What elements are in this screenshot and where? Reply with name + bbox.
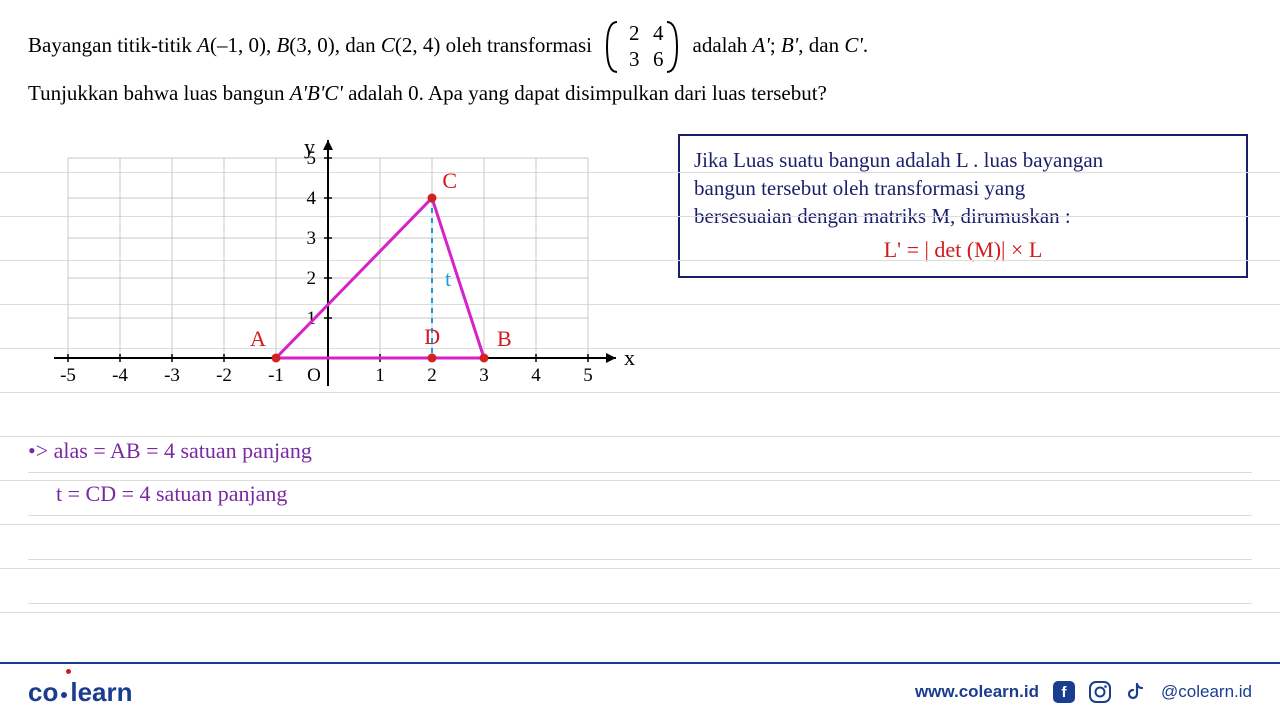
svg-text:2: 2 [427,365,437,386]
footer: colearn www.colearn.id f @colearn.id [0,662,1280,720]
box-line3: bersesuaian dengan matriks M, dirumuskan… [694,202,1232,230]
matrix-a: 2 [629,21,640,45]
svg-text:4: 4 [531,365,541,386]
box-line2: bangun tersebut oleh transformasi yang [694,174,1232,202]
coordinate-graph: -5-4-3-2-1O1234512345xyABCDt [28,120,658,420]
svg-text:4: 4 [307,188,317,209]
matrix-d: 6 [653,47,664,71]
formula: L' = | det (M)| × L [694,235,1232,265]
svg-text:-3: -3 [164,365,180,386]
B-label: B [276,33,289,57]
note-line-1: •> alas = AB = 4 satuan panjang [28,430,1252,473]
svg-text:-5: -5 [60,365,76,386]
tiktok-icon [1125,681,1147,703]
matrix-inline: 2 4 3 6 [603,18,681,76]
svg-text:x: x [624,345,635,370]
footer-url: www.colearn.id [915,682,1039,702]
svg-text:2: 2 [307,268,317,289]
box-line1: Jika Luas suatu bangun adalah L . luas b… [694,146,1232,174]
ABCprime: A'B'C' [290,81,343,105]
instagram-icon [1089,681,1111,703]
facebook-icon: f [1053,681,1075,703]
A-coords: (–1, 0), [210,33,277,57]
svg-text:D: D [424,324,440,349]
Bprime: B' [781,33,798,57]
svg-text:C: C [442,168,457,193]
after-matrix: adalah [693,33,753,57]
svg-text:B: B [497,326,512,351]
svg-text:5: 5 [583,365,593,386]
footer-handle: @colearn.id [1161,682,1252,702]
B-coords: (3, 0), dan [289,33,381,57]
svg-text:-1: -1 [268,365,284,386]
svg-text:y: y [304,134,315,159]
rule-box: Jika Luas suatu bangun adalah L . luas b… [678,134,1248,279]
Cprime: C' [844,33,863,57]
svg-text:O: O [307,365,321,386]
Aprime: A' [753,33,770,57]
svg-text:-4: -4 [112,365,128,386]
svg-text:-2: -2 [216,365,232,386]
content-area: Bayangan titik-titik A(–1, 0), B(3, 0), … [0,0,1280,420]
text-pre: Bayangan titik-titik [28,33,197,57]
footer-right: www.colearn.id f @colearn.id [915,681,1252,703]
logo-co: co [28,677,58,707]
bullet: •> [28,438,48,463]
note-line-2: t = CD = 4 satuan panjang [28,473,1252,516]
pad-2 [28,560,1252,604]
C-coords: (2, 4) oleh transformasi [395,33,597,57]
logo-learn: learn [70,677,132,707]
line2-pre: Tunjukkan bahwa luas bangun [28,81,290,105]
pad-1 [28,516,1252,560]
C-label: C [381,33,395,57]
matrix-b: 4 [653,21,664,45]
logo: colearn [28,677,133,708]
main-area: -5-4-3-2-1O1234512345xyABCDt Jika Luas s… [28,120,1252,420]
logo-dot-red [66,669,71,674]
svg-text:1: 1 [375,365,385,386]
logo-dot-blue [61,692,67,698]
A-label: A [197,33,210,57]
line2-end: adalah 0. Apa yang dapat disimpulkan dar… [348,81,827,105]
svg-text:3: 3 [307,228,317,249]
matrix-c: 3 [629,47,640,71]
svg-text:t: t [445,266,451,291]
problem-statement: Bayangan titik-titik A(–1, 0), B(3, 0), … [28,18,1252,112]
handwritten-notes: •> alas = AB = 4 satuan panjang t = CD =… [0,430,1280,604]
svg-text:3: 3 [479,365,489,386]
svg-text:A: A [250,326,266,351]
